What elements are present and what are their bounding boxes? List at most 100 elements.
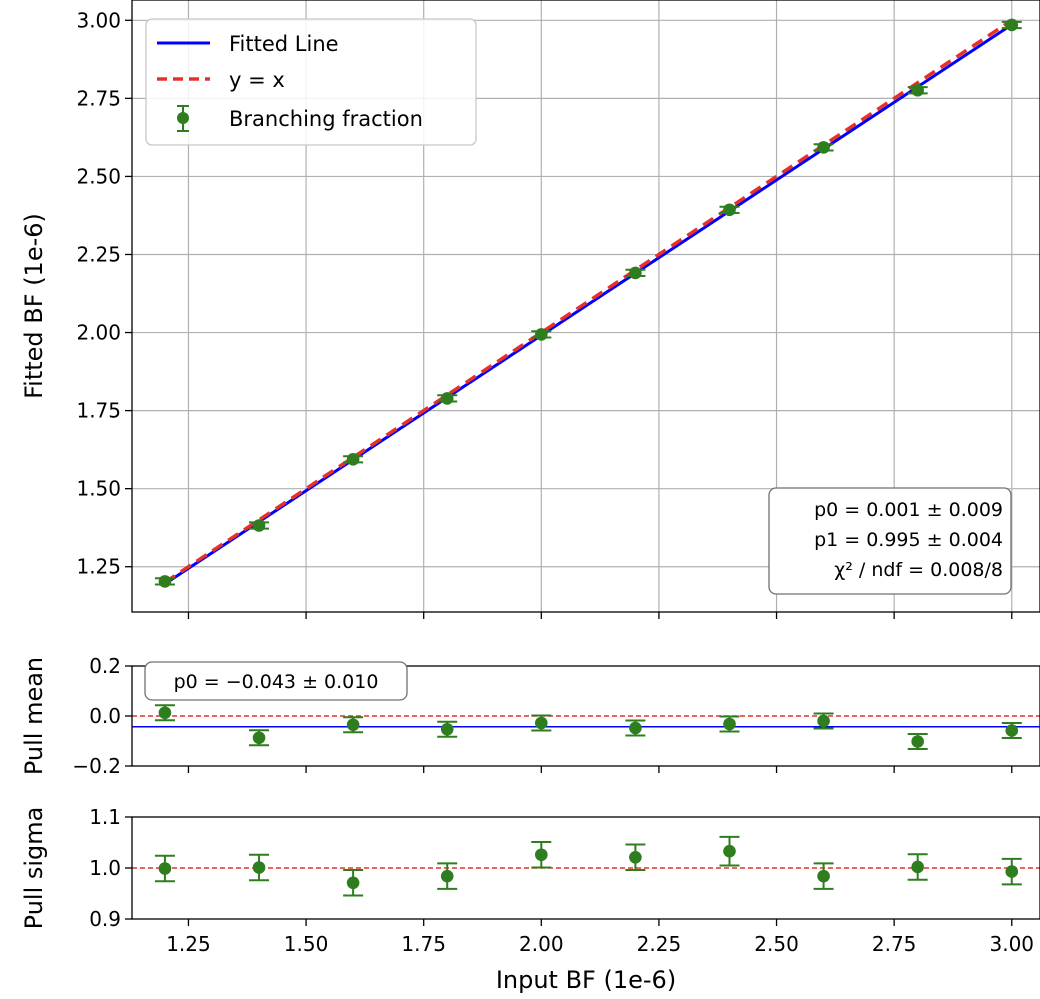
pull-mean-panel: −0.2 0.0 0.2 Pull mean p0 = −0.043 ± 0.010 <box>20 654 1040 778</box>
pull-sigma-x-tick-label: 2.75 <box>872 932 917 956</box>
pull-mean-marker <box>535 716 548 730</box>
main-panel: 1.25 1.50 1.75 2.00 2.25 2.50 2.75 3.00 Fitted … <box>20 0 1040 619</box>
main-point <box>531 328 552 341</box>
main-y-tick-label: 3.00 <box>76 8 121 32</box>
main-y-tick-label: 2.75 <box>76 86 121 110</box>
legend-entry-points: Branching fraction <box>229 107 423 131</box>
pull-mean-marker <box>911 735 924 748</box>
fitted-line <box>164 23 1013 586</box>
main-point <box>249 519 270 532</box>
pull-sigma-point <box>907 853 928 881</box>
pull-sigma-point <box>625 843 646 872</box>
pull-sigma-marker <box>252 861 266 874</box>
fit-stats-frame <box>768 487 1012 595</box>
pull-sigma-y-tick-label: 0.9 <box>89 907 121 931</box>
pull-sigma-x-ticks: 1.25 1.50 1.75 2.00 2.25 2.50 2.75 3.00 <box>166 919 1034 956</box>
main-y-ticks: 1.25 1.50 1.75 2.00 2.25 2.50 2.75 3.00 <box>76 8 132 579</box>
pull-sigma-x-tick-label: 1.50 <box>284 932 329 956</box>
pull-sigma-marker <box>535 848 548 862</box>
main-marker <box>1005 18 1019 32</box>
pull-sigma-frame <box>131 816 1040 920</box>
x-axis-label: Input BF (1e-6) <box>496 966 676 994</box>
pull-sigma-point <box>249 853 270 882</box>
pull-sigma-x-tick-label: 2.25 <box>637 932 682 956</box>
main-marker <box>817 141 830 154</box>
pull-mean-fit-box: p0 = −0.043 ± 0.010 <box>144 661 408 701</box>
pull-sigma-marker <box>817 869 830 883</box>
pull-mean-marker <box>252 731 266 745</box>
main-points <box>154 18 1022 588</box>
pull-mean-point <box>437 720 458 738</box>
pull-sigma-points <box>154 835 1022 897</box>
pull-sigma-y-tick-label: 1.0 <box>89 856 121 880</box>
pull-sigma-point <box>719 835 740 867</box>
pull-mean-y-tick-label: −0.2 <box>72 754 121 778</box>
main-point <box>907 83 928 97</box>
pull-sigma-marker <box>440 869 454 883</box>
pull-mean-point <box>531 714 552 732</box>
pull-sigma-point <box>531 840 552 869</box>
main-point <box>437 392 458 405</box>
main-y-tick-label: 1.75 <box>76 399 121 423</box>
fit-stats-box: p0 = 0.001 ± 0.009 p1 = 0.995 ± 0.004 χ²… <box>768 487 1012 595</box>
pull-mean-marker <box>1005 724 1019 737</box>
main-y-tick-label: 2.00 <box>76 321 121 345</box>
pull-sigma-x-tick-label: 1.75 <box>401 932 446 956</box>
main-point <box>719 203 740 217</box>
pull-sigma-x-tick-label: 1.25 <box>166 932 211 956</box>
pull-sigma-y-axis-label: Pull sigma <box>20 807 48 930</box>
pull-mean-point <box>249 729 270 747</box>
main-y-tick-label: 2.50 <box>76 164 121 188</box>
pull-sigma-panel: 0.9 1.0 1.1 1.25 1.50 1.75 2.00 2.25 2.50 2.75 3.… <box>20 805 1040 994</box>
pull-mean-y-tick-label: 0.2 <box>89 654 121 678</box>
pull-mean-marker <box>817 714 830 728</box>
pull-sigma-point <box>154 854 175 883</box>
pull-sigma-x-tick-label: 3.00 <box>990 932 1035 956</box>
legend-entry-fit: Fitted Line <box>229 32 339 56</box>
pull-mean-point <box>154 704 175 722</box>
pull-sigma-point <box>1001 857 1022 886</box>
main-marker <box>252 519 266 532</box>
main-marker <box>158 575 172 588</box>
pull-sigma-point <box>813 862 834 890</box>
legend: Fitted Line y = x Branching fraction <box>145 18 477 146</box>
pull-mean-marker <box>723 717 736 731</box>
main-y-axis-label: Fitted BF (1e-6) <box>20 213 48 399</box>
main-marker <box>911 83 924 97</box>
fit-stat-chi2: χ² / ndf = 0.008/8 <box>834 559 1003 581</box>
main-point <box>625 266 646 280</box>
pull-mean-marker <box>346 718 360 732</box>
main-fit-layer <box>163 18 1013 586</box>
main-marker <box>535 328 548 341</box>
pull-mean-point <box>625 719 646 737</box>
pull-mean-fit-value: p0 = −0.043 ± 0.010 <box>174 671 379 693</box>
fit-stat-p1: p1 = 0.995 ± 0.004 <box>814 529 1003 551</box>
pull-sigma-marker <box>911 860 924 874</box>
pull-mean-point <box>907 733 928 750</box>
pull-mean-x-ticks <box>187 766 1013 773</box>
pull-sigma-marker <box>158 862 172 875</box>
pull-mean-marker <box>158 706 172 720</box>
pull-mean-fit-frame <box>144 661 408 701</box>
main-marker <box>629 266 642 280</box>
pull-mean-point <box>1001 722 1022 739</box>
pull-sigma-y-ticks: 0.9 1.0 1.1 <box>89 805 132 931</box>
pull-mean-y-tick-label: 0.0 <box>89 704 121 728</box>
main-marker <box>346 453 360 466</box>
pull-sigma-point <box>437 862 458 890</box>
fit-stat-p0: p0 = 0.001 ± 0.009 <box>814 499 1003 521</box>
pull-sigma-marker <box>1005 865 1019 878</box>
pull-mean-point <box>343 716 364 734</box>
pull-mean-y-ticks: −0.2 0.0 0.2 <box>72 654 132 778</box>
pull-mean-marker <box>440 722 454 736</box>
pull-mean-points <box>154 704 1022 750</box>
pull-mean-frame <box>131 665 1040 767</box>
main-point <box>343 453 364 466</box>
main-point <box>1001 18 1022 32</box>
pull-mean-marker <box>629 721 642 735</box>
pull-sigma-point <box>343 869 364 897</box>
pull-sigma-marker <box>629 850 642 864</box>
pull-sigma-y-tick-label: 1.1 <box>89 805 121 829</box>
pull-mean-lines <box>132 715 1040 728</box>
